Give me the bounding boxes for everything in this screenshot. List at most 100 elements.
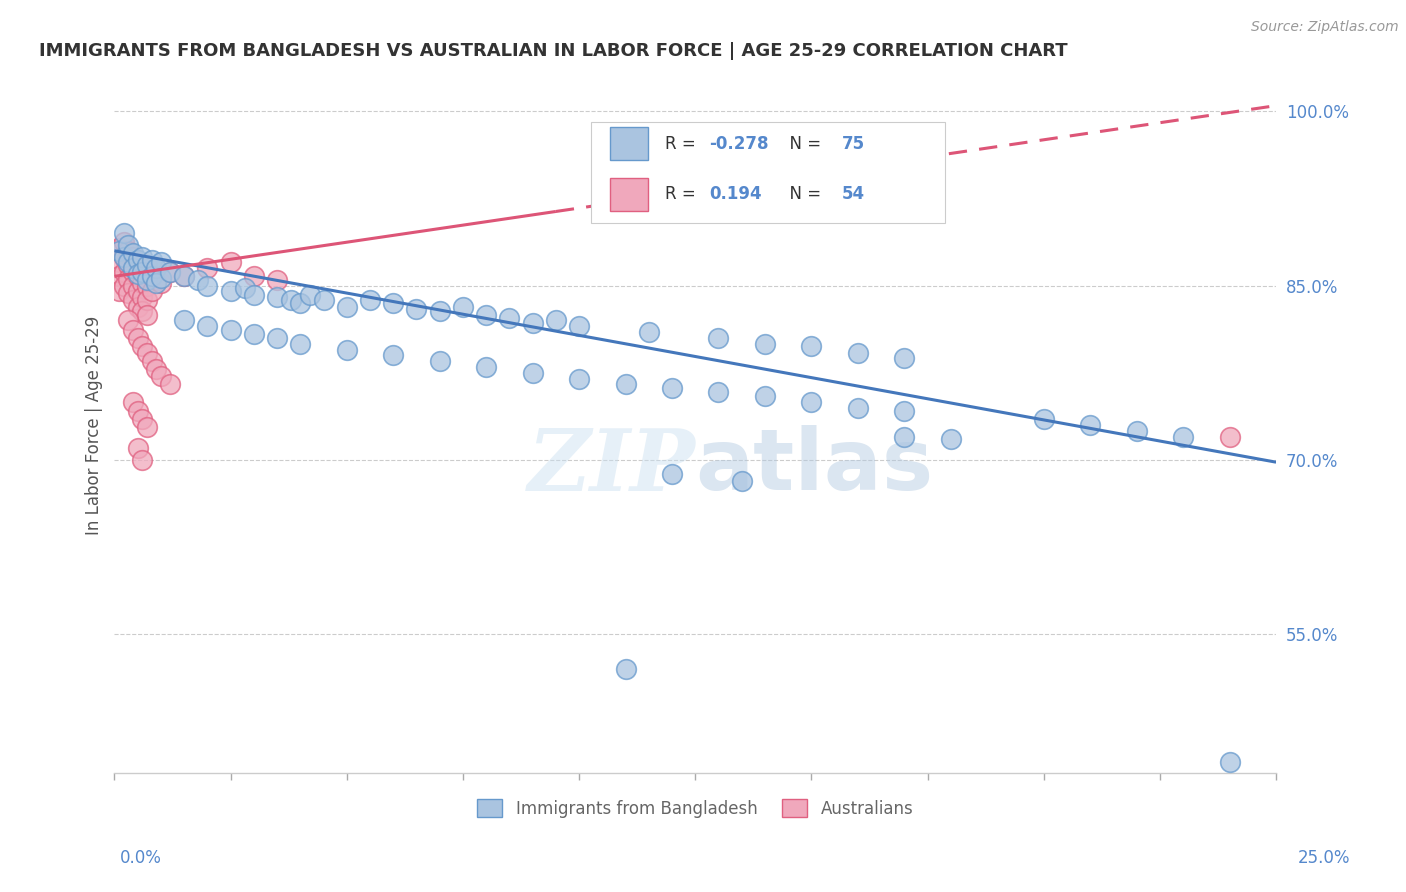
FancyBboxPatch shape: [591, 122, 945, 223]
Point: [243, 269, 266, 284]
Point: [141, 269, 163, 284]
Point: [298, 288, 321, 302]
Point: [141, 354, 163, 368]
Point: [1078, 417, 1101, 432]
Point: [117, 258, 139, 272]
Point: [522, 316, 544, 330]
Point: [429, 354, 451, 368]
Point: [131, 250, 153, 264]
Point: [731, 474, 754, 488]
Point: [127, 300, 149, 314]
Point: [233, 281, 256, 295]
Point: [219, 323, 242, 337]
Point: [117, 255, 139, 269]
Point: [127, 442, 149, 456]
Text: N =: N =: [779, 186, 827, 203]
Point: [122, 250, 145, 264]
Point: [266, 331, 288, 345]
Point: [195, 319, 218, 334]
Point: [405, 301, 427, 316]
Point: [173, 269, 195, 284]
Point: [893, 429, 915, 443]
Point: [136, 273, 159, 287]
Point: [108, 244, 131, 258]
Text: R =: R =: [665, 186, 702, 203]
Point: [122, 323, 145, 337]
Point: [131, 339, 153, 353]
Text: atlas: atlas: [695, 425, 934, 508]
Point: [382, 296, 405, 310]
Point: [498, 311, 520, 326]
Point: [112, 235, 135, 249]
Point: [131, 290, 153, 304]
Point: [136, 258, 159, 272]
Point: [173, 269, 195, 284]
Point: [108, 242, 131, 256]
Point: [661, 381, 683, 395]
Point: [846, 346, 869, 360]
Point: [112, 250, 135, 264]
Point: [266, 273, 288, 287]
Text: N =: N =: [779, 135, 827, 153]
Point: [141, 269, 163, 284]
Point: [127, 285, 149, 299]
Point: [544, 313, 567, 327]
Text: IMMIGRANTS FROM BANGLADESH VS AUSTRALIAN IN LABOR FORCE | AGE 25-29 CORRELATION : IMMIGRANTS FROM BANGLADESH VS AUSTRALIAN…: [39, 42, 1067, 60]
Point: [382, 348, 405, 362]
Point: [800, 394, 823, 409]
Point: [122, 265, 145, 279]
Point: [122, 394, 145, 409]
Text: 75: 75: [842, 135, 865, 153]
Point: [475, 359, 498, 374]
Point: [290, 296, 312, 310]
Text: 25.0%: 25.0%: [1298, 849, 1350, 867]
Point: [131, 304, 153, 318]
Point: [429, 304, 451, 318]
Point: [127, 267, 149, 281]
Point: [1219, 755, 1241, 769]
Point: [117, 271, 139, 285]
Bar: [610, 127, 648, 161]
Point: [136, 293, 159, 307]
Point: [131, 453, 153, 467]
Point: [127, 253, 149, 268]
Point: [136, 346, 159, 360]
Point: [661, 467, 683, 481]
Point: [1173, 429, 1195, 443]
Y-axis label: In Labor Force | Age 25-29: In Labor Force | Age 25-29: [86, 316, 103, 534]
Point: [266, 290, 288, 304]
Point: [893, 351, 915, 365]
Point: [112, 265, 135, 279]
Point: [141, 253, 163, 268]
Text: ZIP: ZIP: [527, 425, 695, 508]
Point: [159, 265, 181, 279]
Point: [108, 255, 131, 269]
Point: [112, 227, 135, 241]
Point: [108, 269, 131, 284]
Point: [117, 285, 139, 300]
Point: [145, 362, 167, 376]
Point: [707, 331, 730, 345]
Point: [522, 366, 544, 380]
Text: Source: ZipAtlas.com: Source: ZipAtlas.com: [1251, 20, 1399, 34]
Point: [893, 404, 915, 418]
Text: 0.194: 0.194: [709, 186, 762, 203]
Point: [136, 420, 159, 434]
Point: [1125, 424, 1147, 438]
Text: R =: R =: [665, 135, 702, 153]
Point: [136, 308, 159, 322]
Point: [280, 293, 302, 307]
Point: [568, 371, 591, 385]
Bar: [610, 178, 648, 211]
Point: [243, 327, 266, 342]
Point: [336, 343, 359, 357]
Point: [754, 389, 776, 403]
Point: [122, 246, 145, 260]
Point: [145, 261, 167, 276]
Point: [800, 339, 823, 353]
Point: [195, 278, 218, 293]
Point: [136, 265, 159, 279]
Point: [173, 313, 195, 327]
Point: [141, 285, 163, 299]
Point: [1219, 429, 1241, 443]
